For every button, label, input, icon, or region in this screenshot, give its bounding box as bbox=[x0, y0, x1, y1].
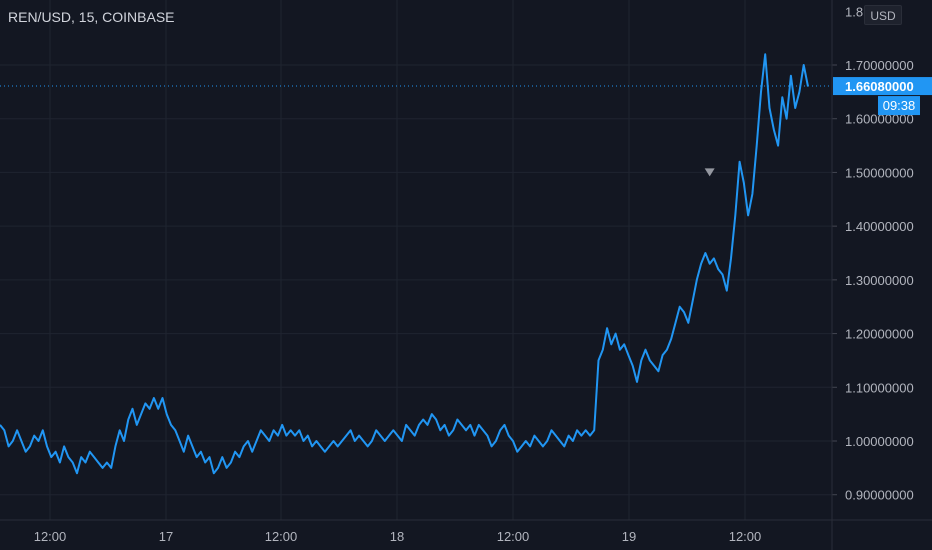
countdown-badge bbox=[878, 96, 920, 116]
x-tick-label: 19 bbox=[622, 529, 636, 544]
y-tick-label: 1.30000000 bbox=[845, 273, 914, 288]
y-tick-label: 1.00000000 bbox=[845, 434, 914, 449]
y-tick-label: 1.50000000 bbox=[845, 165, 914, 180]
y-tick-label: 1.10000000 bbox=[845, 380, 914, 395]
y-tick-label: 1.40000000 bbox=[845, 219, 914, 234]
countdown-label: 09:38 bbox=[883, 98, 916, 113]
chart-title: REN/USD, 15, COINBASE bbox=[8, 9, 175, 25]
y-tick-label: 1.60000000 bbox=[845, 112, 914, 127]
y-tick-label: 0.90000000 bbox=[845, 488, 914, 503]
marker-layer bbox=[704, 168, 715, 177]
y-tick-label-partial: 1.8 bbox=[845, 4, 863, 19]
currency-button[interactable]: USD bbox=[864, 5, 902, 25]
event-marker[interactable] bbox=[704, 168, 715, 177]
y-tick-label: 1.70000000 bbox=[845, 58, 914, 73]
x-tick-label: 18 bbox=[390, 529, 404, 544]
x-tick-label: 12:00 bbox=[265, 529, 298, 544]
last-price-label: 1.66080000 bbox=[845, 79, 914, 94]
x-tick-label: 12:00 bbox=[729, 529, 762, 544]
series-layer bbox=[0, 53, 832, 475]
y-tick-label: 1.20000000 bbox=[845, 327, 914, 342]
x-tick-label: 12:00 bbox=[497, 529, 530, 544]
last-price-badge bbox=[833, 77, 932, 96]
x-tick-label: 12:00 bbox=[34, 529, 67, 544]
price-line bbox=[0, 53, 809, 475]
x-tick-label: 17 bbox=[159, 529, 173, 544]
